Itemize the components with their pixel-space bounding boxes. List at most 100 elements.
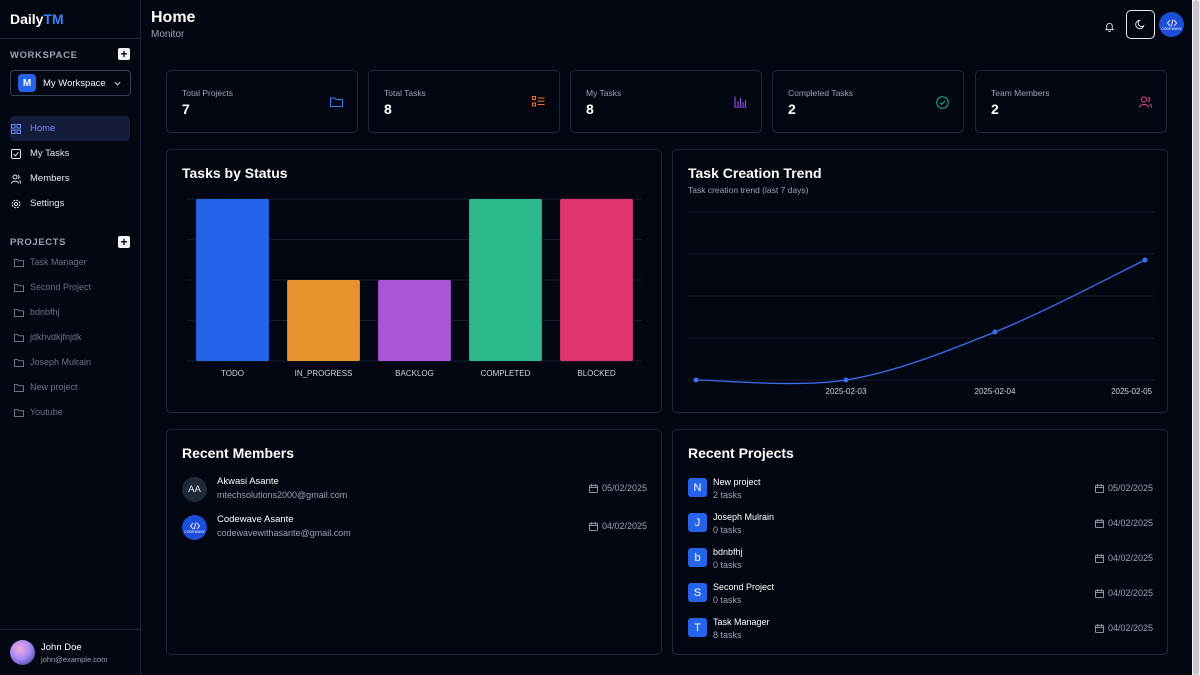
- sidebar-project-item[interactable]: Youtube: [14, 403, 63, 421]
- folder-icon: [330, 97, 343, 107]
- sidebar-project-item[interactable]: bdnbfhj: [14, 303, 60, 321]
- trend-line: [695, 259, 1146, 385]
- bar-backlog[interactable]: [378, 280, 451, 361]
- member-name: Codewave Asante: [217, 514, 294, 525]
- nav-settings[interactable]: Settings: [10, 191, 130, 216]
- sidebar-project-item[interactable]: Second Project: [14, 278, 91, 296]
- stat-card-total-tasks: Total Tasks 8: [368, 70, 560, 133]
- x-tick-label: 2025-02-04: [975, 387, 1016, 396]
- sidebar-project-label: Task Manager: [30, 257, 87, 267]
- nav-members-label: Members: [30, 173, 70, 184]
- x-tick-label: COMPLETED: [481, 369, 531, 378]
- moon-icon: [1135, 19, 1145, 30]
- page-scrollbar[interactable]: [1192, 0, 1200, 675]
- nav-my-tasks[interactable]: My Tasks: [10, 141, 130, 166]
- logo-text-accent: TM: [43, 11, 64, 27]
- project-row[interactable]: J Joseph Mulrain 0 tasks 04/02/2025: [688, 512, 1153, 542]
- x-tick-label: BACKLOG: [395, 369, 434, 378]
- folder-icon: [14, 383, 24, 392]
- x-tick-label: 2025-02-05: [1111, 387, 1152, 396]
- project-row[interactable]: N New project 2 tasks 05/02/2025: [688, 477, 1153, 507]
- project-date-text: 04/02/2025: [1107, 588, 1153, 598]
- sidebar-project-item[interactable]: jdkhvdkjfnjdk: [14, 328, 82, 346]
- code-logo-icon: [1166, 18, 1177, 27]
- member-date: 05/02/2025: [588, 483, 647, 493]
- add-project-button[interactable]: +: [118, 236, 130, 248]
- folder-icon: [14, 333, 24, 342]
- trend-point[interactable]: [843, 377, 849, 383]
- nav-settings-label: Settings: [30, 198, 65, 209]
- project-avatar: N: [688, 478, 707, 497]
- calendar-icon: [588, 483, 598, 493]
- project-name: Task Manager: [713, 617, 770, 627]
- sidebar-project-label: jdkhvdkjfnjdk: [30, 332, 82, 342]
- bar-todo[interactable]: [196, 199, 269, 361]
- project-row[interactable]: b bdnbfhj 0 tasks 04/02/2025: [688, 547, 1153, 577]
- member-email: mtechsolutions2000@gmail.com: [217, 490, 348, 500]
- sidebar-project-item[interactable]: Task Manager: [14, 253, 87, 271]
- sidebar-divider: [0, 38, 140, 39]
- project-date: 04/02/2025: [1094, 518, 1153, 528]
- project-date-text: 04/02/2025: [1107, 623, 1153, 633]
- user-profile[interactable]: John Doe john@example.com: [10, 640, 107, 665]
- header-avatar[interactable]: CODEWAVE: [1159, 12, 1184, 37]
- member-row[interactable]: AA Akwasi Asante mtechsolutions2000@gmai…: [182, 475, 647, 505]
- stat-label: Completed Tasks: [788, 88, 854, 98]
- user-name: John Doe: [41, 641, 82, 653]
- project-name: New project: [713, 477, 761, 487]
- trend-point[interactable]: [693, 377, 699, 383]
- sidebar-project-label: Second Project: [30, 282, 92, 292]
- nav-home[interactable]: Home: [10, 116, 130, 141]
- bell-icon: [1104, 22, 1115, 32]
- calendar-icon: [588, 521, 598, 531]
- projects-label: PROJECTS: [10, 237, 67, 248]
- calendar-icon: [1094, 553, 1104, 563]
- sidebar-project-item[interactable]: New project: [14, 378, 78, 396]
- chevron-down-icon: [114, 81, 121, 86]
- avatar: CODEWAVE: [182, 515, 207, 540]
- avatar: AA: [182, 477, 207, 502]
- x-tick-label: IN_PROGRESS: [295, 369, 353, 378]
- workspace-selector[interactable]: M My Workspace: [10, 70, 131, 96]
- check-circle-icon: [936, 96, 949, 109]
- scrollbar-thumb[interactable]: [1193, 0, 1199, 675]
- recent-members-panel: Recent Members AA Akwasi Asante mtechsol…: [166, 429, 662, 655]
- app-logo[interactable]: DailyTM: [10, 11, 64, 27]
- nav-members[interactable]: Members: [10, 166, 130, 191]
- project-date: 04/02/2025: [1094, 588, 1153, 598]
- notifications-button[interactable]: [1104, 19, 1115, 37]
- folder-icon: [14, 258, 24, 267]
- project-date-text: 04/02/2025: [1107, 553, 1153, 563]
- project-task-count: 0 tasks: [713, 595, 742, 605]
- bar-blocked[interactable]: [560, 199, 633, 361]
- nav-my-tasks-label: My Tasks: [30, 148, 70, 159]
- project-row[interactable]: T Task Manager 8 tasks 04/02/2025: [688, 617, 1153, 647]
- bar-in-progress[interactable]: [287, 280, 360, 361]
- member-row[interactable]: CODEWAVE Codewave Asante codewavewithasa…: [182, 513, 647, 543]
- member-date-text: 04/02/2025: [601, 521, 647, 531]
- code-logo-icon: [189, 521, 200, 530]
- calendar-icon: [1094, 483, 1104, 493]
- calendar-icon: [1094, 588, 1104, 598]
- member-date: 04/02/2025: [588, 521, 647, 531]
- sidebar-project-item[interactable]: Joseph Mulrain: [14, 353, 91, 371]
- page-title: Home: [151, 9, 196, 26]
- bar-completed[interactable]: [469, 199, 542, 361]
- workspace-label: WORKSPACE: [10, 50, 78, 61]
- project-name: Joseph Mulrain: [713, 512, 775, 522]
- project-row[interactable]: S Second Project 0 tasks 04/02/2025: [688, 582, 1153, 612]
- panel-title: Recent Projects: [688, 445, 794, 461]
- trend-point[interactable]: [1142, 257, 1148, 263]
- stat-value: 8: [586, 101, 594, 117]
- calendar-icon: [1094, 623, 1104, 633]
- folder-icon: [14, 358, 24, 367]
- member-date-text: 05/02/2025: [601, 483, 647, 493]
- bar-chart-icon: [734, 96, 747, 108]
- project-date-text: 04/02/2025: [1107, 518, 1153, 528]
- sidebar-project-label: bdnbfhj: [30, 307, 60, 317]
- project-date: 04/02/2025: [1094, 553, 1153, 563]
- sidebar-project-label: Youtube: [30, 407, 63, 417]
- add-workspace-button[interactable]: +: [118, 48, 130, 60]
- theme-toggle-button[interactable]: [1126, 10, 1155, 39]
- trend-point[interactable]: [992, 329, 998, 335]
